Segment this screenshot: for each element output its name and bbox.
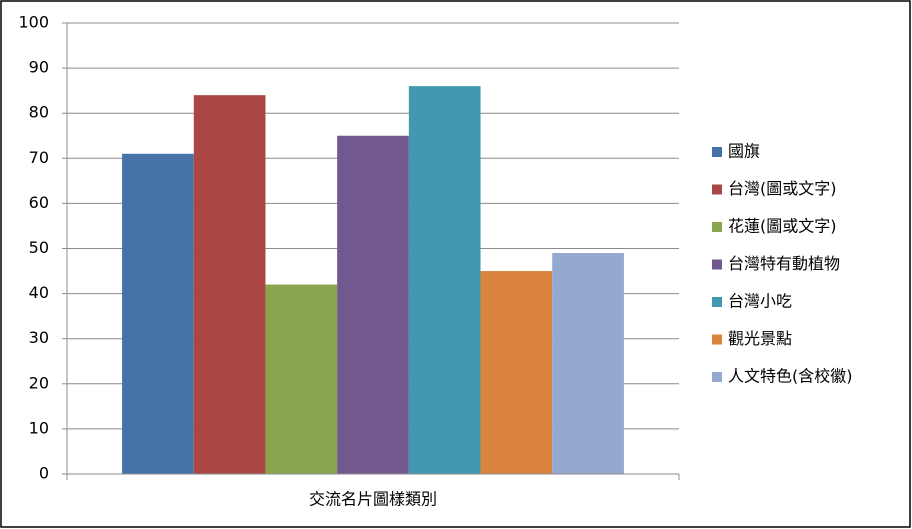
legend-marker	[712, 222, 722, 232]
bar	[408, 86, 481, 474]
legend-label: 觀光景點	[728, 329, 792, 348]
y-tick-label: 70	[29, 148, 49, 167]
bar	[552, 253, 624, 474]
y-tick-label: 80	[29, 103, 49, 122]
legend-marker	[712, 147, 722, 157]
legend-marker	[712, 297, 722, 307]
bar	[193, 95, 266, 474]
bar	[122, 153, 194, 475]
bar	[337, 135, 409, 474]
y-tick-label: 90	[29, 58, 49, 77]
bar	[265, 284, 338, 474]
legend-marker	[712, 372, 722, 382]
legend-marker	[712, 259, 722, 270]
y-tick-label: 40	[29, 283, 49, 302]
y-tick-label: 30	[29, 328, 49, 347]
legend-label: 花蓮(圖或文字)	[728, 217, 837, 236]
legend-label: 台灣(圖或文字)	[728, 179, 837, 198]
legend-label: 台灣特有動植物	[728, 254, 840, 273]
x-tick-label: 交流名片圖樣類別	[309, 490, 437, 509]
y-tick-label: 0	[39, 464, 49, 483]
legend-marker	[712, 334, 722, 345]
legend-marker	[712, 184, 722, 195]
y-tick-label: 20	[29, 373, 49, 392]
y-tick-label: 60	[29, 193, 49, 212]
y-tick-label: 100	[18, 13, 49, 32]
y-tick-label: 50	[29, 238, 49, 257]
legend-label: 人文特色(含校徽)	[728, 367, 853, 386]
legend-label: 台灣小吃	[728, 292, 792, 311]
legend-label: 國旗	[728, 142, 760, 161]
y-tick-label: 10	[29, 418, 49, 437]
bar	[480, 271, 553, 474]
